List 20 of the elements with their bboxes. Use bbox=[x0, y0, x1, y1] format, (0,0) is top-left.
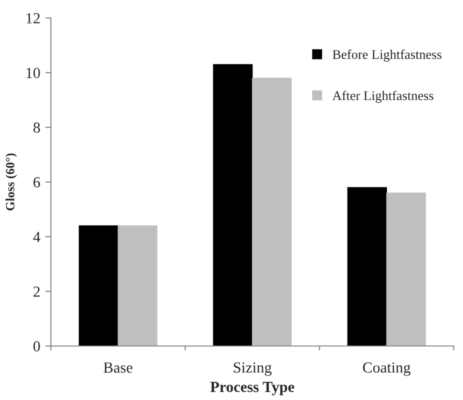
legend-label: Before Lightfastness bbox=[332, 50, 442, 62]
x-tick-label: Sizing bbox=[234, 362, 272, 376]
x-tick-label: Coating bbox=[363, 362, 410, 376]
x-axis-title: Process Type bbox=[210, 382, 294, 396]
y-tick-label: 6 bbox=[34, 177, 40, 188]
y-tick-label: 4 bbox=[33, 232, 40, 242]
y-tick-label: 2 bbox=[34, 286, 40, 297]
x-tick-label: Base bbox=[104, 362, 132, 373]
y-tick-label: 0 bbox=[33, 341, 40, 352]
y-tick-label: 8 bbox=[33, 122, 40, 133]
legend-label: After Lightfastness bbox=[332, 90, 434, 103]
bar bbox=[386, 192, 426, 346]
bar bbox=[252, 78, 292, 346]
y-axis-title: Gloss (60°) bbox=[6, 153, 17, 210]
bar bbox=[213, 64, 253, 346]
bar bbox=[78, 225, 118, 346]
bar bbox=[347, 187, 387, 346]
bar bbox=[118, 225, 158, 346]
y-tick-label: 12 bbox=[26, 13, 40, 24]
y-tick-label: 10 bbox=[26, 68, 40, 78]
